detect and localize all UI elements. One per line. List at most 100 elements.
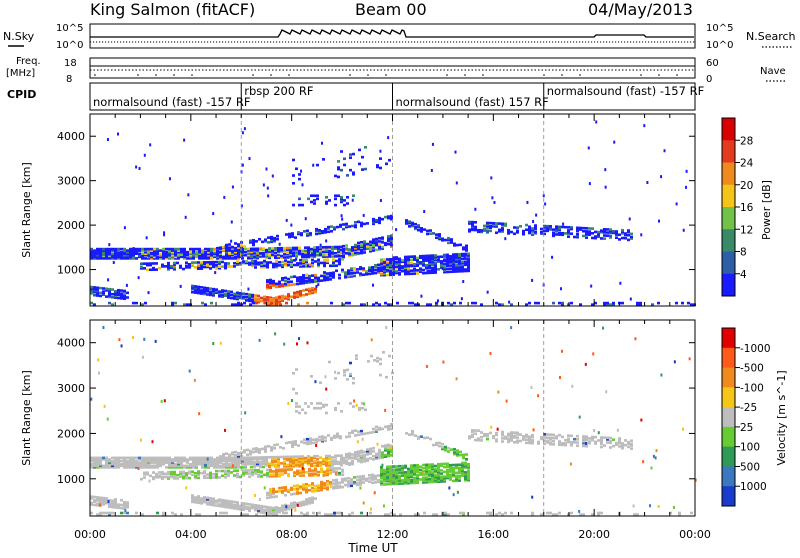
data-cell: [389, 474, 392, 478]
data-cell: [413, 480, 416, 483]
data-cell: [201, 458, 204, 461]
data-cell: [287, 277, 290, 281]
data-cell: [254, 472, 257, 475]
data-cell: [216, 252, 219, 256]
data-cell: [392, 477, 395, 481]
data-cell: [455, 474, 458, 478]
data-cell: [219, 461, 222, 464]
data-cell: [367, 360, 370, 363]
data-cell: [624, 236, 627, 240]
data-cell: [612, 444, 615, 448]
data-cell: [311, 486, 314, 490]
data-cell: [384, 408, 387, 412]
data-cell: [390, 237, 393, 241]
data-cell: [213, 458, 216, 461]
data-cell: [117, 247, 120, 251]
data-cell: [153, 254, 156, 257]
data-cell: [321, 231, 324, 235]
data-cell: [120, 456, 123, 460]
data-cell: [390, 427, 393, 431]
data-cell: [126, 257, 129, 260]
data-cell: [615, 231, 618, 235]
data-cell: [360, 429, 363, 433]
data-cell: [153, 257, 156, 260]
data-cell: [534, 227, 537, 230]
data-cell: [209, 292, 212, 295]
data-cell: [570, 511, 573, 515]
data-cell: [377, 480, 380, 484]
data-cell: [360, 303, 363, 306]
data-cell: [96, 464, 99, 468]
data-cell: [170, 264, 173, 268]
data-cell: [171, 252, 174, 256]
data-cell: [304, 254, 307, 257]
data-cell: [567, 229, 570, 232]
data-cell: [263, 508, 266, 512]
data-cell: [299, 487, 302, 490]
data-cell: [167, 470, 170, 474]
data-cell: [627, 230, 630, 234]
data-cell: [315, 441, 318, 444]
data-cell: [618, 437, 621, 440]
data-cell: [141, 249, 144, 252]
data-cell: [265, 460, 268, 464]
data-cell: [296, 278, 299, 281]
data-cell: [570, 434, 573, 438]
data-cell: [366, 222, 369, 225]
data-cell: [392, 273, 395, 276]
data-cell: [462, 511, 465, 515]
data-cell: [90, 496, 93, 500]
data-cell: [246, 448, 249, 452]
data-cell: [262, 251, 265, 255]
data-cell: [277, 248, 280, 252]
data-cell: [224, 265, 227, 268]
data-cell: [299, 290, 302, 293]
data-cell: [381, 452, 384, 456]
data-cell: [263, 486, 266, 490]
data-cell: [218, 293, 221, 297]
data-cell: [428, 257, 431, 261]
data-cell: [198, 458, 201, 461]
data-cell: [570, 227, 573, 231]
data-cell: [324, 436, 327, 439]
data-cell: [188, 369, 191, 373]
data-cell: [392, 481, 395, 484]
data-cell: [257, 294, 260, 298]
data-cell: [474, 301, 477, 305]
data-cell: [277, 455, 280, 459]
data-cell: [462, 513, 465, 516]
data-cell: [302, 260, 305, 264]
data-cell: [298, 455, 301, 458]
data-cell: [173, 475, 176, 479]
data-cell: [492, 436, 495, 440]
data-cell: [434, 261, 437, 265]
data-cell: [219, 257, 222, 260]
data-cell: [299, 485, 302, 489]
data-cell: [141, 247, 144, 251]
data-cell: [165, 461, 168, 464]
data-cell: [419, 261, 422, 264]
data-cell: [359, 483, 362, 486]
data-cell: [272, 511, 275, 515]
data-cell: [609, 228, 612, 231]
data-cell: [428, 480, 431, 484]
data-cell: [161, 472, 164, 476]
data-cell: [519, 224, 522, 228]
data-cell: [227, 469, 230, 473]
data-cell: [422, 466, 425, 470]
data-cell: [455, 257, 458, 261]
data-cell: [162, 247, 165, 251]
data-cell: [420, 294, 423, 298]
data-cell: [207, 462, 210, 466]
data-cell: [108, 254, 111, 257]
data-cell: [618, 441, 621, 445]
data-cell: [522, 231, 525, 234]
data-cell: [140, 265, 143, 269]
data-cell: [206, 476, 209, 480]
data-cell: [319, 381, 322, 384]
data-cell: [663, 149, 666, 153]
data-cell: [224, 292, 227, 296]
data-cell: [486, 230, 489, 234]
data-cell: [286, 246, 289, 250]
data-cell: [251, 264, 254, 268]
